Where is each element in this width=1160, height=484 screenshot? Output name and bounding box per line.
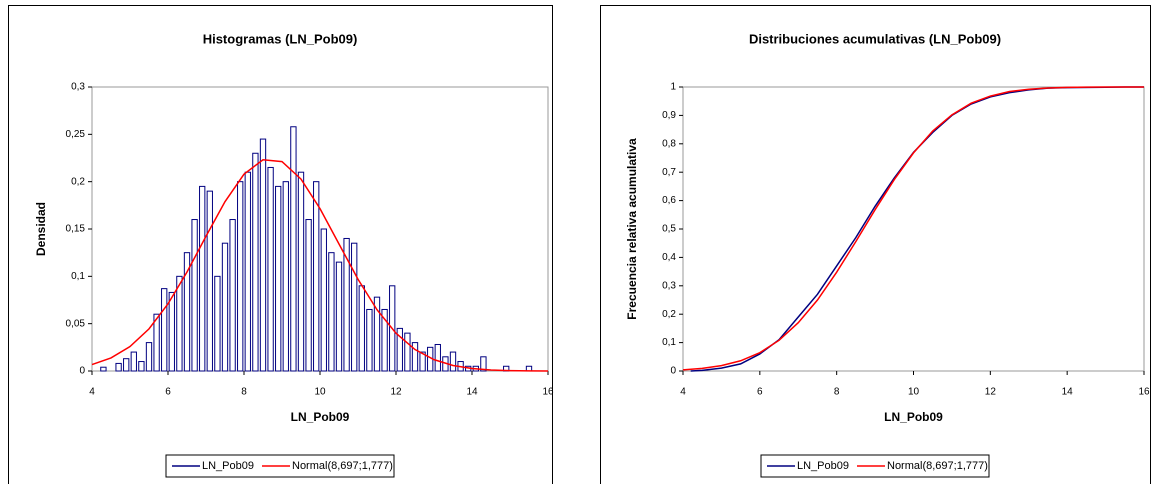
x-tick-label: 8 [241,387,247,398]
x-tick-label: 6 [757,387,763,398]
bar [168,291,175,372]
bar [191,219,198,372]
y-tick-label: 0,3 [662,280,676,291]
bar [404,332,411,372]
bar [373,296,381,372]
y-tick-label: 0,15 [66,224,86,235]
y-axis-label: Frecuencia relativa acumulativa [625,138,639,320]
line [91,159,549,372]
bar [153,313,160,372]
x-axis-label: LN_Pob09 [884,410,943,424]
bar [343,237,350,372]
x-tick-label: 8 [834,387,840,398]
bar [449,351,457,372]
bar [305,219,312,372]
chart-title: Distribuciones acumulativas (LN_Pob09) [749,31,1001,46]
bar [221,242,229,372]
bar [480,356,487,372]
y-tick-label: 1 [670,82,676,93]
y-tick-label: 0,9 [662,110,676,121]
y-tick-label: 0,3 [71,82,85,93]
plot-area [682,86,1145,372]
x-tick-label: 4 [89,387,95,398]
x-tick-label: 14 [1062,387,1074,398]
bar [161,288,168,372]
line [682,86,1145,371]
bar [290,126,297,372]
legend-label: LN_Pob09 [797,460,849,472]
y-tick-label: 0,7 [662,167,676,178]
bar [123,358,130,372]
y-tick-label: 0,5 [662,224,676,235]
bar [366,308,373,372]
bar [100,366,107,372]
y-tick-label: 0,4 [662,252,676,263]
y-axis-label: Densidad [34,202,48,256]
x-axis-label: LN_Pob09 [291,410,350,424]
bar [130,351,137,372]
x-tick-label: 14 [466,387,478,398]
bar [411,342,419,372]
x-tick-label: 16 [542,387,554,398]
bar [183,252,191,372]
y-tick-label: 0,05 [66,318,86,329]
bar [381,308,388,372]
bar [335,261,343,372]
bar [214,275,221,372]
bar [176,275,183,372]
bar [275,185,282,372]
bar [145,342,153,372]
bar [282,181,289,372]
y-tick-label: 0,1 [662,337,676,348]
x-tick-label: 10 [908,387,920,398]
x-tick-label: 12 [390,387,402,398]
y-tick-label: 0 [79,366,85,377]
x-tick-label: 6 [165,387,171,398]
y-tick-label: 0,25 [66,129,86,140]
y-tick-label: 0,2 [71,176,85,187]
y-tick-label: 0,8 [662,138,676,149]
bar [252,152,259,372]
bar [297,171,305,372]
bar [358,285,365,372]
bar [434,343,441,372]
bar [351,242,358,372]
bar [396,327,403,372]
bar [199,185,206,372]
bar [206,190,213,372]
bar [328,252,335,372]
bar [419,351,426,372]
x-tick-label: 4 [680,387,686,398]
legend-label: LN_Pob09 [202,460,254,472]
y-tick-label: 0,1 [71,271,85,282]
bar [259,138,267,372]
bar [229,219,236,372]
x-tick-label: 10 [314,387,326,398]
bar [313,181,320,372]
x-tick-label: 16 [1138,387,1150,398]
plot-area [91,86,549,372]
y-tick-label: 0 [670,366,676,377]
bar [138,361,145,372]
y-tick-label: 0,2 [662,309,676,320]
legend-label: Normal(8,697;1,777) [887,460,988,472]
bar [244,171,251,372]
bar [320,228,327,372]
bar [237,181,244,372]
legend-label: Normal(8,697;1,777) [292,460,393,472]
bar [115,362,122,372]
bar [267,166,274,372]
y-tick-label: 0,6 [662,195,676,206]
chart-title: Histogramas (LN_Pob09) [203,31,358,46]
x-tick-label: 12 [985,387,997,398]
